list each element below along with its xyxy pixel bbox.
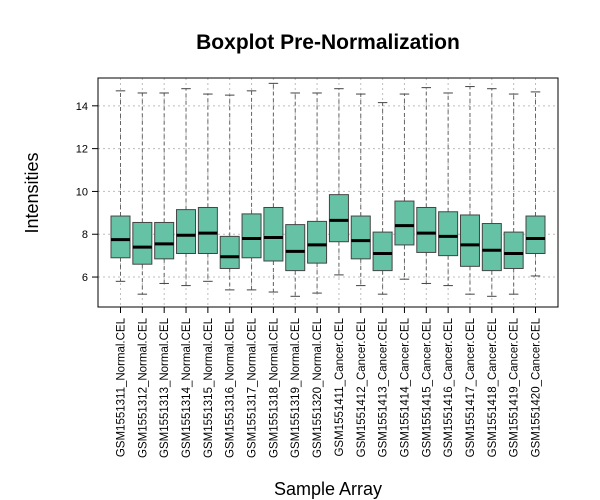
box (525, 215, 546, 254)
x-axis-label: Sample Array (274, 479, 382, 499)
x-tick-label: GSM1551415_Cancer.CEL (421, 317, 433, 457)
box (154, 221, 175, 260)
x-tick-label: GSM1551412_Cancer.CEL (356, 317, 368, 457)
x-tick-label: GSM1551413_Cancer.CEL (378, 317, 390, 457)
x-tick-label: GSM1551316_Normal.CEL (225, 317, 237, 458)
x-tick-label: GSM1551311_Normal.CEL (116, 317, 128, 457)
box (285, 224, 306, 272)
box (394, 200, 415, 246)
box-layer (110, 82, 546, 297)
x-tick-label: GSM1551411_Cancer.CEL (334, 317, 346, 456)
box (263, 206, 284, 262)
y-axis: 6 8 10 12 14 (76, 101, 98, 284)
grid-layer (98, 78, 558, 307)
y-tick-label: 8 (82, 229, 88, 241)
x-tick-label: GSM1551419_Cancer.CEL (509, 317, 521, 457)
x-tick-label: GSM1551414_Cancer.CEL (399, 317, 411, 457)
x-tick-label: GSM1551313_Normal.CEL (159, 317, 171, 458)
y-tick-label: 10 (76, 186, 88, 198)
x-tick-label: GSM1551317_Normal.CEL (247, 317, 259, 458)
box (372, 231, 393, 272)
box (197, 206, 218, 254)
x-tick-label: GSM1551318_Normal.CEL (268, 317, 280, 458)
x-tick-label: GSM1551418_Cancer.CEL (487, 317, 499, 457)
x-tick-label: GSM1551420_Cancer.CEL (531, 317, 543, 457)
x-tick-label: GSM1551320_Normal.CEL (312, 317, 324, 458)
y-tick-label: 14 (76, 101, 88, 113)
box (350, 215, 371, 260)
box (438, 211, 459, 257)
x-tick-label: GSM1551417_Cancer.CEL (465, 317, 477, 457)
box (132, 221, 153, 265)
x-tick-label: GSM1551315_Normal.CEL (203, 317, 215, 458)
plot-frame (97, 77, 559, 308)
box (328, 194, 349, 243)
box (241, 213, 262, 259)
x-axis: GSM1551311_Normal.CEL GSM1551312_Normal.C… (116, 307, 543, 458)
box (416, 206, 437, 253)
x-tick-label: GSM1551416_Cancer.CEL (443, 317, 455, 457)
box (110, 215, 131, 259)
box (307, 220, 328, 264)
box (176, 209, 197, 254)
box (219, 235, 240, 269)
x-tick-label: GSM1551312_Normal.CEL (137, 317, 149, 458)
y-tick-label: 6 (82, 272, 88, 284)
y-axis-label: Intensities (22, 152, 42, 233)
x-tick-label: GSM1551314_Normal.CEL (181, 317, 193, 458)
y-tick-label: 12 (76, 144, 88, 156)
chart-title: Boxplot Pre-Normalization (196, 31, 460, 54)
box (459, 214, 480, 267)
box (503, 231, 524, 269)
x-tick-label: GSM1551319_Normal.CEL (290, 317, 302, 458)
box (481, 223, 502, 272)
